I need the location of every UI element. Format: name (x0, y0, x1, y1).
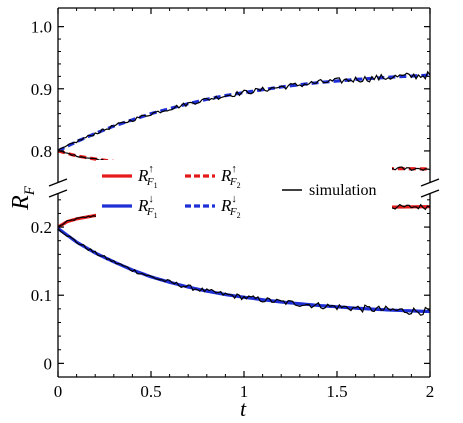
axis-break-mark-left-1 (48, 178, 68, 187)
series-F2-up-line (57, 73, 431, 153)
axis-break-mark-left-2 (48, 189, 68, 198)
series-F1-down-line (57, 227, 431, 314)
y-tick-label: 1.0 (31, 18, 52, 37)
y-tick-label: 0.9 (31, 80, 52, 99)
simulation-F1-down-line (57, 228, 431, 316)
axis-break-mark-right-1 (420, 178, 440, 187)
y-tick-label: 0.8 (31, 142, 52, 161)
legend-simulation-label: simulation (309, 182, 377, 199)
y-axis-title-sub: F (22, 185, 38, 196)
x-tick-label: 1 (240, 382, 249, 401)
legend-background (96, 160, 392, 222)
y-axis-title-main: R (8, 195, 34, 211)
y-axis-title: RF (8, 185, 38, 211)
y-tick-label: 0 (44, 354, 53, 373)
axis-break-gap-left (49, 183, 67, 193)
ticks: 0 0.5 1 1.5 2 0 0.1 0.2 0.8 0.9 1.0 (31, 8, 435, 401)
x-tick-label: 0.5 (140, 382, 161, 401)
legend-label: R↑ F1 (137, 163, 158, 190)
legend: R↑ F1 R↑ F2 R↓ F1 R↓ F2 simulation (96, 160, 392, 222)
x-tick-label: 1.5 (326, 382, 347, 401)
simulation-F2-up-line (57, 70, 431, 152)
x-tick-label: 2 (426, 382, 435, 401)
x-tick-label: 0 (54, 382, 63, 401)
legend-label: R↑ F2 (220, 163, 241, 190)
y-tick-label: 0.2 (31, 218, 52, 237)
axis-break-mark-right-2 (420, 189, 440, 198)
y-tick-label: 0.1 (31, 286, 52, 305)
axis-break-gap-right (421, 183, 439, 193)
legend-label: R↓ F2 (220, 193, 241, 220)
x-axis-title: t (240, 396, 247, 421)
svg-text:RF: RF (8, 185, 38, 211)
legend-label: R↓ F1 (137, 193, 158, 220)
